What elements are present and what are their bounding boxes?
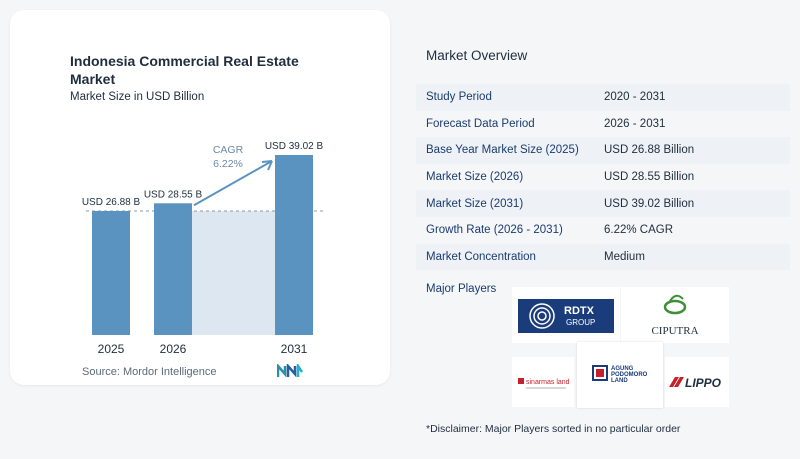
lippo-text: LIPPO <box>685 376 722 390</box>
overview-table: Study Period 2020 - 2031 Forecast Data P… <box>416 84 790 271</box>
table-row: Study Period 2020 - 2031 <box>416 84 790 111</box>
table-row: Market Size (2026) USD 28.55 Billion <box>416 164 790 191</box>
bar-2026 <box>154 203 192 335</box>
growth-band <box>192 211 275 335</box>
lippo-logo: LIPPO <box>665 357 729 407</box>
agung-podomoro-logo: AGUNG PODOMORO LAND <box>577 342 663 408</box>
ciputra-logo: CIPUTRA <box>621 287 729 343</box>
row-value: USD 28.55 Billion <box>604 171 695 184</box>
row-label: Base Year Market Size (2025) <box>426 144 579 157</box>
bar-chart: USD 26.88 B 2025 USD 28.55 B 2026 USD 39.02 … <box>82 141 325 356</box>
data-label-2026: USD 28.55 B <box>144 189 203 200</box>
chart-title: Indonesia Commercial Real Estate Market <box>70 53 299 87</box>
row-label: Growth Rate (2026 - 2031) <box>426 224 563 237</box>
data-label-2025: USD 26.88 B <box>82 197 141 208</box>
cagr-value: 6.22% <box>213 158 243 170</box>
podomoro-text: PODOMORO <box>611 372 648 378</box>
land-text: LAND <box>611 378 628 384</box>
table-row: Growth Rate (2026 - 2031) 6.22% CAGR <box>416 217 790 244</box>
chart-subtitle: Market Size in USD Billion <box>70 91 205 103</box>
row-label: Market Size (2031) <box>426 197 524 210</box>
row-label: Study Period <box>426 91 492 104</box>
row-value: USD 26.88 Billion <box>604 144 695 157</box>
table-row: Base Year Market Size (2025) USD 26.88 B… <box>416 137 790 164</box>
mordor-logo-icon <box>277 364 303 378</box>
major-players-title: Major Players <box>426 283 497 295</box>
row-label: Market Concentration <box>426 250 536 263</box>
table-row: Market Size (2031) USD 39.02 Billion <box>416 190 790 217</box>
data-label-2031: USD 39.02 B <box>265 141 324 152</box>
x-tick-2025: 2025 <box>98 342 125 356</box>
x-tick-2031: 2031 <box>281 342 308 356</box>
table-row: Forecast Data Period 2026 - 2031 <box>416 111 790 138</box>
sinarmas-text: sinarmas land <box>526 379 570 386</box>
cagr-arrowhead <box>261 160 273 171</box>
disclaimer-text: *Disclaimer: Major Players sorted in no … <box>426 423 681 435</box>
market-overview-title: Market Overview <box>426 48 528 63</box>
x-tick-2026: 2026 <box>160 342 187 356</box>
sinarmas-land-logo: sinarmas land <box>512 357 574 407</box>
row-label: Forecast Data Period <box>426 117 535 130</box>
cagr-arrow <box>193 160 273 207</box>
table-row: Market Concentration Medium <box>416 243 790 271</box>
rdtx-group-logo: RDTX GROUP <box>512 287 620 343</box>
row-value: 6.22% CAGR <box>604 224 674 237</box>
bar-2031 <box>275 155 313 335</box>
row-value: USD 39.02 Billion <box>604 197 695 210</box>
row-label: Market Size (2026) <box>426 171 524 184</box>
ciputra-text: CIPUTRA <box>651 325 698 337</box>
agung-text: AGUNG <box>611 366 634 372</box>
cagr-label: CAGR <box>213 144 244 156</box>
row-value: 2020 - 2031 <box>604 91 666 104</box>
rdtx-text: RDTX <box>564 305 595 317</box>
source-text: Source: Mordor Intelligence <box>82 366 217 378</box>
row-value: 2026 - 2031 <box>604 117 666 130</box>
row-value: Medium <box>604 250 645 263</box>
bar-2025 <box>92 211 130 335</box>
rdtx-group-text: GROUP <box>566 318 595 327</box>
